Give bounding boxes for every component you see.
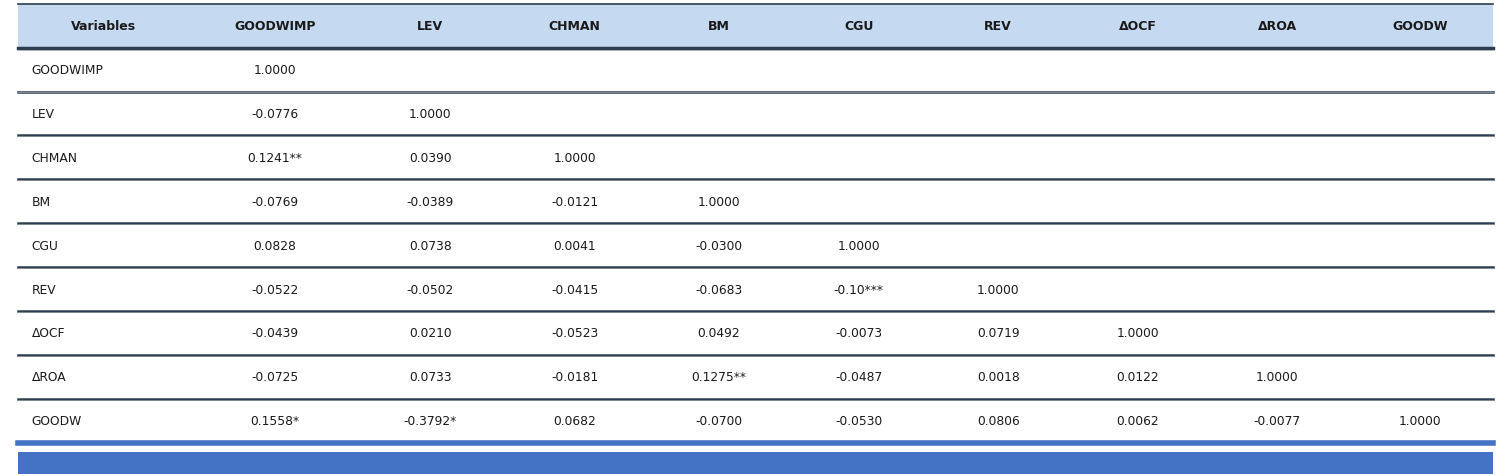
Text: -0.0776: -0.0776 <box>251 108 298 121</box>
Text: -0.0181: -0.0181 <box>551 370 599 384</box>
Text: 0.1558*: 0.1558* <box>250 414 299 427</box>
Text: 0.0041: 0.0041 <box>554 239 596 252</box>
Text: -0.0073: -0.0073 <box>835 327 882 340</box>
Text: ΔOCF: ΔOCF <box>32 327 65 340</box>
Text: LEV: LEV <box>417 20 444 33</box>
Text: -0.0487: -0.0487 <box>835 370 882 384</box>
Text: GOODW: GOODW <box>32 414 81 427</box>
Text: -0.0502: -0.0502 <box>406 283 455 296</box>
Text: 0.0682: 0.0682 <box>554 414 596 427</box>
Bar <box>18 452 1493 474</box>
Text: REV: REV <box>984 20 1011 33</box>
Text: 0.0719: 0.0719 <box>977 327 1019 340</box>
Text: ΔROA: ΔROA <box>1258 20 1297 33</box>
Text: 1.0000: 1.0000 <box>1117 327 1159 340</box>
Text: 1.0000: 1.0000 <box>554 151 596 165</box>
Text: GOODWIMP: GOODWIMP <box>32 64 104 77</box>
Text: CHMAN: CHMAN <box>549 20 600 33</box>
Text: CGU: CGU <box>844 20 873 33</box>
Text: GOODWIMP: GOODWIMP <box>235 20 316 33</box>
Text: -0.0725: -0.0725 <box>251 370 298 384</box>
Text: -0.3792*: -0.3792* <box>403 414 458 427</box>
Text: BM: BM <box>707 20 730 33</box>
Text: 1.0000: 1.0000 <box>837 239 880 252</box>
Text: 1.0000: 1.0000 <box>977 283 1019 296</box>
Text: REV: REV <box>32 283 56 296</box>
Text: 1.0000: 1.0000 <box>1257 370 1299 384</box>
Text: 0.0018: 0.0018 <box>977 370 1019 384</box>
Text: ΔROA: ΔROA <box>32 370 66 384</box>
Text: 0.0210: 0.0210 <box>409 327 451 340</box>
Bar <box>18 5 1493 49</box>
Text: 0.1275**: 0.1275** <box>691 370 746 384</box>
Text: -0.0121: -0.0121 <box>551 195 599 208</box>
Text: GOODW: GOODW <box>1392 20 1448 33</box>
Text: -0.0700: -0.0700 <box>695 414 742 427</box>
Text: -0.10***: -0.10*** <box>834 283 883 296</box>
Text: 1.0000: 1.0000 <box>409 108 451 121</box>
Text: 0.0122: 0.0122 <box>1117 370 1159 384</box>
Text: Variables: Variables <box>71 20 137 33</box>
Text: -0.0522: -0.0522 <box>251 283 298 296</box>
Text: CGU: CGU <box>32 239 59 252</box>
Text: 0.1241**: 0.1241** <box>247 151 303 165</box>
Text: -0.0523: -0.0523 <box>551 327 599 340</box>
Text: 0.0733: 0.0733 <box>409 370 451 384</box>
Text: 0.0062: 0.0062 <box>1117 414 1159 427</box>
Text: -0.0300: -0.0300 <box>695 239 742 252</box>
Text: -0.0077: -0.0077 <box>1254 414 1300 427</box>
Text: -0.0530: -0.0530 <box>835 414 882 427</box>
Text: LEV: LEV <box>32 108 54 121</box>
Text: -0.0769: -0.0769 <box>251 195 298 208</box>
Text: 0.0492: 0.0492 <box>698 327 740 340</box>
Text: CHMAN: CHMAN <box>32 151 78 165</box>
Text: -0.0415: -0.0415 <box>551 283 599 296</box>
Text: -0.0683: -0.0683 <box>695 283 742 296</box>
Text: 0.0738: 0.0738 <box>409 239 451 252</box>
Text: -0.0389: -0.0389 <box>406 195 455 208</box>
Text: ΔOCF: ΔOCF <box>1118 20 1157 33</box>
Text: 1.0000: 1.0000 <box>698 195 740 208</box>
Text: 0.0806: 0.0806 <box>977 414 1019 427</box>
Text: 1.0000: 1.0000 <box>254 64 296 77</box>
Text: 1.0000: 1.0000 <box>1398 414 1442 427</box>
Text: BM: BM <box>32 195 51 208</box>
Text: 0.0390: 0.0390 <box>409 151 451 165</box>
Text: 0.0828: 0.0828 <box>253 239 296 252</box>
Text: -0.0439: -0.0439 <box>251 327 298 340</box>
